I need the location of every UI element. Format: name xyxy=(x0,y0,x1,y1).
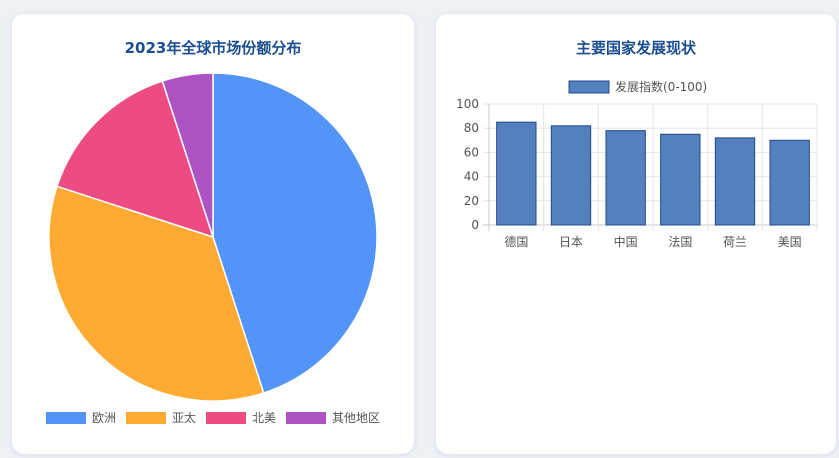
y-tick-label-2: 40 xyxy=(464,170,479,184)
country-development-card: 主要国家发展现状 0 20 40 60 80 100 德国 日本 中国 法国 荷兰 美国 发展指数(0-… xyxy=(436,14,836,454)
bar-4[interactable] xyxy=(660,133,701,226)
pie-legend-swatch-1[interactable] xyxy=(46,412,86,424)
bar-5[interactable] xyxy=(714,137,756,226)
x-tick-label-1: 德国 xyxy=(504,234,528,249)
x-tick-label-4: 法国 xyxy=(668,235,692,249)
x-tick-label-6: 美国 xyxy=(778,235,802,249)
x-tick-label-2: 日本 xyxy=(559,235,583,249)
y-tick-label-0: 0 xyxy=(471,218,479,232)
pie-chart: 欧洲 亚太 北美 其他地区 xyxy=(46,72,380,425)
y-tick-label-5: 100 xyxy=(456,97,479,111)
pie-legend-label-2[interactable]: 亚太 xyxy=(172,410,196,425)
bar-3[interactable] xyxy=(605,130,646,226)
pie-legend-swatch-2[interactable] xyxy=(126,412,166,424)
x-tick-label-3: 中国 xyxy=(614,234,638,249)
y-tick-label-4: 80 xyxy=(464,121,479,135)
y-tick-label-3: 60 xyxy=(464,145,479,159)
pie-legend-label-3[interactable]: 北美 xyxy=(252,411,276,425)
pie-slice-4[interactable] xyxy=(161,72,214,238)
x-tick-label-5: 荷兰 xyxy=(723,235,747,249)
pie-legend-swatch-4[interactable] xyxy=(286,412,326,424)
pie-legend-swatch-3[interactable] xyxy=(206,412,246,424)
pie-slice-3[interactable] xyxy=(56,80,215,239)
pie-chart-title: 2023年全球市场份额分布 xyxy=(124,39,302,57)
bar-1[interactable] xyxy=(496,121,537,226)
bar-legend-swatch[interactable] xyxy=(568,80,610,94)
bar-chart: 0 20 40 60 80 100 德国 日本 中国 法国 荷兰 美国 发展指数(0-100) xyxy=(456,79,818,249)
bar-chart-title: 主要国家发展现状 xyxy=(575,39,696,57)
pie-legend-label-1[interactable]: 欧洲 xyxy=(92,411,116,425)
pie-legend-label-4[interactable]: 其他地区 xyxy=(332,411,380,425)
bar-2[interactable] xyxy=(550,125,592,226)
pie-slice-1[interactable] xyxy=(212,72,378,394)
bar-legend-label[interactable]: 发展指数(0-100) xyxy=(615,79,707,94)
pie-slice-2[interactable] xyxy=(48,185,265,402)
bar-6[interactable] xyxy=(769,139,810,226)
y-tick-label-1: 20 xyxy=(464,194,479,208)
market-share-card: 2023年全球市场份额分布 欧洲 亚太 北美 其他地区 xyxy=(12,14,414,454)
